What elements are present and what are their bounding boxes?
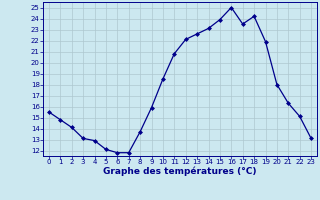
X-axis label: Graphe des températures (°C): Graphe des températures (°C) (103, 167, 257, 176)
